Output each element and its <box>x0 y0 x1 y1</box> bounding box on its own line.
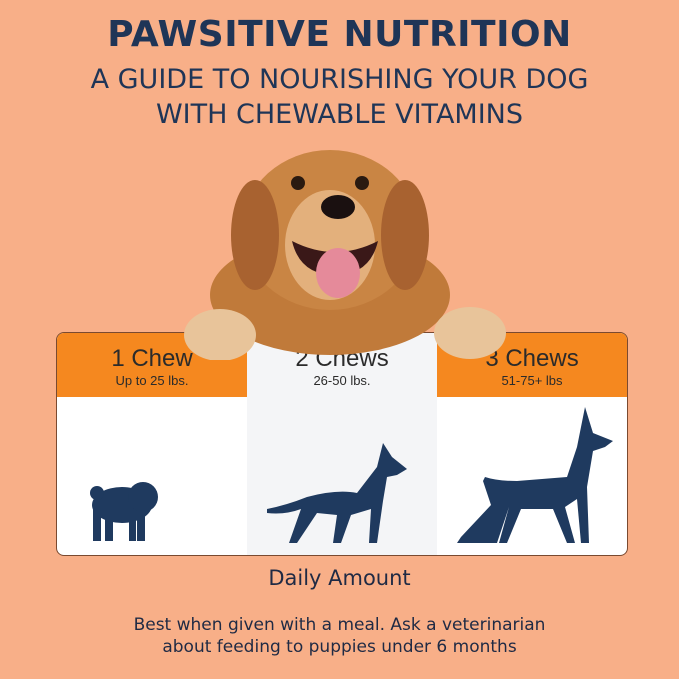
dosage-weight: Up to 25 lbs. <box>115 373 189 388</box>
page-title: PAWSITIVE NUTRITION <box>107 14 572 55</box>
dosage-weight: 26-50 lbs. <box>313 373 371 388</box>
daily-amount-caption: Daily Amount <box>268 566 411 590</box>
dosage-table: 1 Chew Up to 25 lbs. 2 Chews 26-50 lbs. … <box>56 332 628 556</box>
feeding-note-line-2: about feeding to puppies under 6 months <box>162 637 517 657</box>
subtitle-line-1: A GUIDE TO NOURISHING YOUR DOG <box>90 64 589 95</box>
golden-retriever-photo <box>184 150 506 360</box>
feeding-note-line-1: Best when given with a meal. Ask a veter… <box>133 615 546 635</box>
subtitle-line-2: WITH CHEWABLE VITAMINS <box>155 99 524 130</box>
dosage-amount: 3 Chews <box>485 345 579 372</box>
large-dog-silhouette-icon <box>457 407 613 543</box>
dosage-column-medium: 2 Chews 26-50 lbs. <box>247 333 437 555</box>
small-dog-silhouette-icon <box>90 482 158 541</box>
medium-dog-silhouette-icon <box>267 443 407 543</box>
dosage-amount: 1 Chew <box>111 345 193 372</box>
dosage-column-small: 1 Chew Up to 25 lbs. <box>57 333 247 555</box>
dosage-weight: 51-75+ lbs <box>501 373 563 388</box>
dosage-column-large: 3 Chews 51-75+ lbs <box>437 333 627 555</box>
